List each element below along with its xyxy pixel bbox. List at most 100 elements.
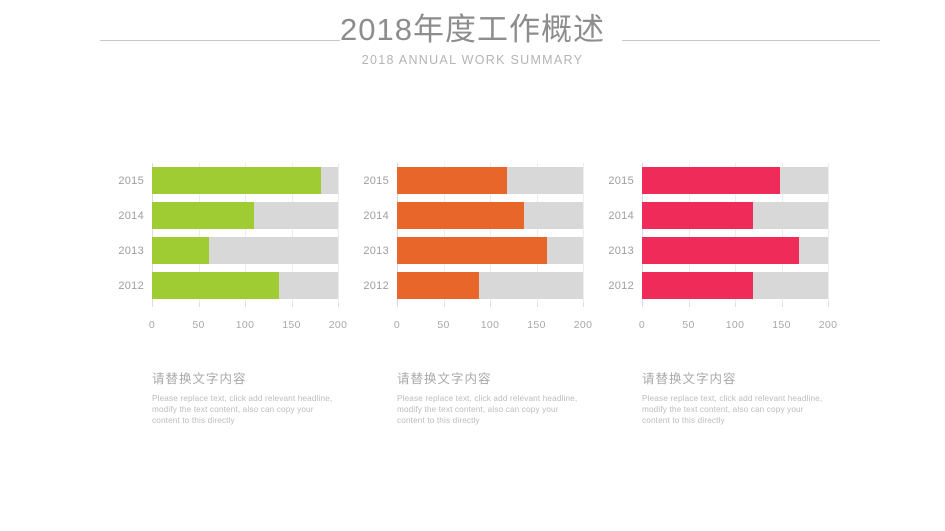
bar-row: 2013 xyxy=(363,237,583,264)
axis-tickmark xyxy=(642,303,643,307)
caption-body: Please replace text, click add relevant … xyxy=(152,394,333,425)
panel-caption: 请替换文字内容 Please replace text, click add re… xyxy=(152,368,342,426)
x-axis-tick-label: 100 xyxy=(235,319,255,331)
y-axis-line xyxy=(642,163,643,303)
caption-title: 请替换文字内容 xyxy=(152,372,247,386)
bar-row: 2012 xyxy=(608,272,828,299)
header-divider-right xyxy=(622,40,880,41)
bar-fill xyxy=(397,272,479,299)
bar-row: 2015 xyxy=(118,167,338,194)
axis-tickmark xyxy=(735,303,736,307)
x-axis-tick-label: 150 xyxy=(282,319,301,331)
axis-tickmark xyxy=(291,303,293,307)
x-axis-tick-label: 200 xyxy=(818,319,838,331)
x-axis-tick-label: 150 xyxy=(527,319,546,331)
bar-chart: 0 50 100 150 200 2015 2014 2013 2012 xyxy=(600,150,848,331)
y-axis-category-label: 2013 xyxy=(118,244,144,257)
y-axis-category-label: 2014 xyxy=(363,209,389,222)
x-axis-tick-label: 150 xyxy=(772,319,791,331)
axis-tickmark xyxy=(490,303,491,307)
slide-header: 2018年度工作概述 2018 ANNUAL WORK SUMMARY xyxy=(0,0,945,90)
axis-tickmark xyxy=(245,303,246,307)
gridline xyxy=(338,163,339,303)
y-axis-category-label: 2012 xyxy=(608,279,634,292)
bar-fill xyxy=(152,237,209,264)
x-axis-tick-label: 100 xyxy=(725,319,745,331)
bar-row: 2015 xyxy=(363,167,583,194)
caption-body: Please replace text, click add relevant … xyxy=(397,394,578,425)
x-axis-tick-label: 200 xyxy=(573,319,593,331)
plot-area: 0 50 100 150 200 2015 2014 2013 2012 xyxy=(608,163,837,331)
panel-caption: 请替换文字内容 Please replace text, click add re… xyxy=(397,368,587,426)
y-axis-category-label: 2015 xyxy=(363,174,389,187)
x-axis-tick-label: 50 xyxy=(192,319,205,331)
bar-row: 2012 xyxy=(363,272,583,299)
x-axis-tick-label: 0 xyxy=(393,319,401,331)
axis-tickmark xyxy=(583,303,584,307)
y-axis-category-label: 2013 xyxy=(608,244,634,257)
page-title: 2018年度工作概述 xyxy=(340,12,605,47)
bar-row: 2015 xyxy=(608,167,828,194)
bar-fill xyxy=(642,202,753,229)
chart-panel: 0 50 100 150 200 2015 2014 2013 2012 请替换文字内容 Pleas… xyxy=(355,150,603,440)
x-axis-tick-label: 50 xyxy=(682,319,695,331)
gridline xyxy=(490,163,491,303)
page-subtitle: 2018 ANNUAL WORK SUMMARY xyxy=(361,53,584,67)
y-axis-category-label: 2012 xyxy=(363,279,389,292)
y-axis-line xyxy=(397,163,398,303)
bar-row: 2013 xyxy=(118,237,338,264)
header-divider-left xyxy=(100,40,340,41)
x-axis-tick-label: 0 xyxy=(148,319,156,331)
axis-tickmark xyxy=(781,303,783,307)
caption-body: Please replace text, click add relevant … xyxy=(642,394,823,425)
y-axis-category-label: 2015 xyxy=(608,174,634,187)
y-axis-category-label: 2014 xyxy=(608,209,634,222)
x-axis-tick-label: 200 xyxy=(328,319,348,331)
panel-caption: 请替换文字内容 Please replace text, click add re… xyxy=(642,368,832,426)
bar-fill xyxy=(642,237,800,264)
gridline xyxy=(828,163,829,303)
gridline xyxy=(781,163,783,303)
bar-chart: 0 50 100 150 200 2015 2014 2013 2012 xyxy=(355,150,603,331)
gridline xyxy=(735,163,736,303)
gridline xyxy=(583,163,584,303)
axis-tickmark xyxy=(688,303,690,307)
bar-row: 2014 xyxy=(363,202,583,229)
gridline xyxy=(443,163,445,303)
caption-title: 请替换文字内容 xyxy=(397,372,492,386)
y-axis-category-label: 2015 xyxy=(118,174,144,187)
bar-row: 2014 xyxy=(608,202,828,229)
bar-fill xyxy=(152,167,322,194)
bar-chart: 0 50 100 150 200 2015 2014 2013 2012 xyxy=(110,150,358,331)
y-axis-category-label: 2012 xyxy=(118,279,144,292)
chart-panel: 0 50 100 150 200 2015 2014 2013 2012 请替换文字内容 Pleas… xyxy=(110,150,358,440)
gridline xyxy=(198,163,200,303)
x-axis-tick-label: 0 xyxy=(638,319,646,331)
bar-row: 2014 xyxy=(118,202,338,229)
gridline xyxy=(291,163,293,303)
axis-tickmark xyxy=(828,303,829,307)
axis-tickmark xyxy=(198,303,200,307)
gridline xyxy=(688,163,690,303)
axis-tickmark xyxy=(152,303,153,307)
axis-tickmark xyxy=(338,303,339,307)
y-axis-line xyxy=(152,163,153,303)
gridline xyxy=(536,163,538,303)
bar-fill xyxy=(152,272,280,299)
x-axis-tick-label: 50 xyxy=(437,319,450,331)
axis-tickmark xyxy=(443,303,445,307)
plot-area: 0 50 100 150 200 2015 2014 2013 2012 xyxy=(118,163,347,331)
bar-fill xyxy=(152,202,255,229)
bar-fill xyxy=(397,167,507,194)
chart-panel-row: 0 50 100 150 200 2015 2014 2013 2012 请替换文字内容 Pleas… xyxy=(0,150,945,450)
bar-fill xyxy=(397,237,547,264)
y-axis-category-label: 2013 xyxy=(363,244,389,257)
axis-tickmark xyxy=(536,303,538,307)
caption-title: 请替换文字内容 xyxy=(642,372,737,386)
bar-fill xyxy=(642,272,753,299)
bar-row: 2012 xyxy=(118,272,338,299)
bar-fill xyxy=(642,167,780,194)
bar-row: 2013 xyxy=(608,237,828,264)
y-axis-category-label: 2014 xyxy=(118,209,144,222)
x-axis-tick-label: 100 xyxy=(480,319,500,331)
